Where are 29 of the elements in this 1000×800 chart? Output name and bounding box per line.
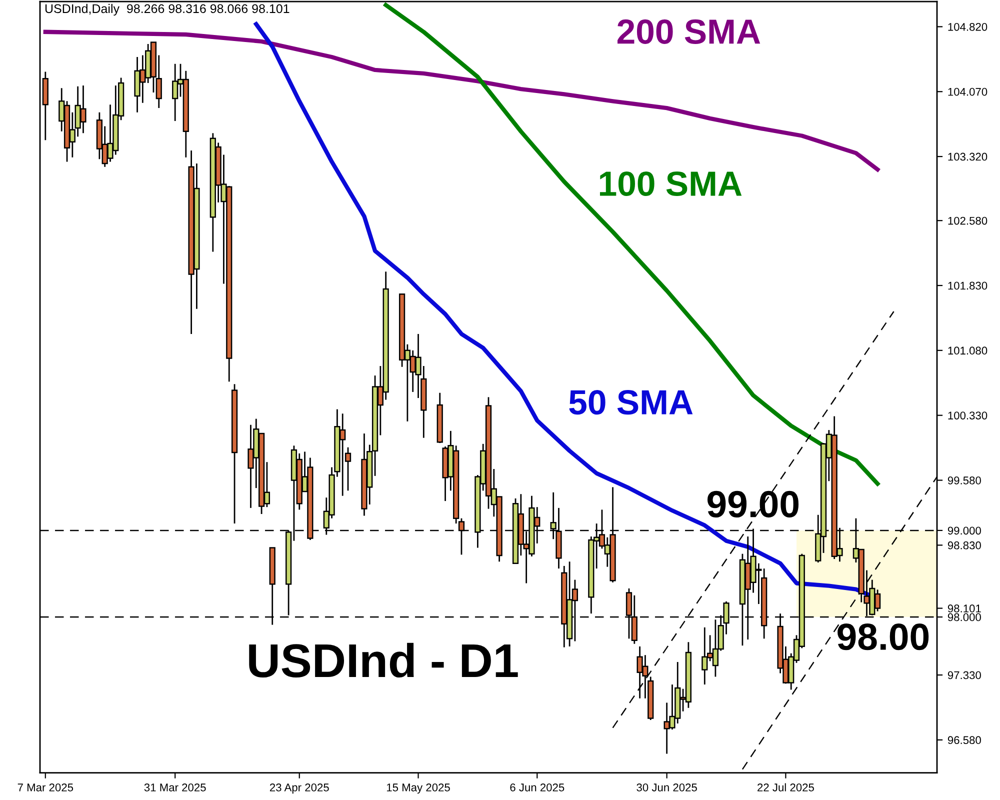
y-tick-label: 102.580 bbox=[948, 216, 988, 225]
y-tick-label: 101.080 bbox=[948, 346, 988, 355]
y-tick-label: 104.820 bbox=[948, 22, 988, 31]
ref-line-label: 98.00 bbox=[838, 624, 929, 650]
y-tick-label: 101.830 bbox=[948, 282, 988, 290]
y-tick-label: 99.580 bbox=[948, 476, 981, 484]
text: USDInd - D1 bbox=[249, 642, 518, 678]
x-tick-label: 23 Apr 2025 bbox=[270, 784, 329, 794]
line-series bbox=[384, 2, 880, 486]
x-tick-label: 6 Jun 2025 bbox=[510, 784, 564, 792]
series-label: 200 SMA bbox=[618, 19, 760, 44]
x-tick-label: 30 Jun 2025 bbox=[636, 784, 697, 792]
x-tick-label: 22 Jul 2025 bbox=[758, 783, 814, 792]
y-tick-label: 100.330 bbox=[948, 412, 988, 420]
x-tick-label: 15 May 2025 bbox=[386, 784, 450, 794]
y-tick-label: 97.330 bbox=[948, 671, 981, 680]
x-tick-label: 31 Mar 2025 bbox=[144, 784, 206, 792]
y-tick-label: 98.830 bbox=[948, 541, 981, 550]
y-tick-label: 103.320 bbox=[948, 152, 988, 161]
chart-title: USDInd,Daily 98.266 98.316 98.066 98.101 bbox=[45, 4, 290, 16]
ref-line-label: 99.00 bbox=[708, 490, 799, 518]
y-tick-label: 104.070 bbox=[948, 88, 988, 96]
y-tick-label: 98.101 bbox=[948, 604, 981, 612]
y-tick-label: 98.000 bbox=[948, 613, 981, 622]
y-tick-label: 99.000 bbox=[948, 526, 981, 535]
x-tick-label: 7 Mar 2025 bbox=[18, 784, 74, 792]
series-label: 100 SMA bbox=[600, 171, 742, 196]
y-tick-label: 96.580 bbox=[948, 736, 981, 744]
series-label: 50 SMA bbox=[569, 390, 693, 415]
